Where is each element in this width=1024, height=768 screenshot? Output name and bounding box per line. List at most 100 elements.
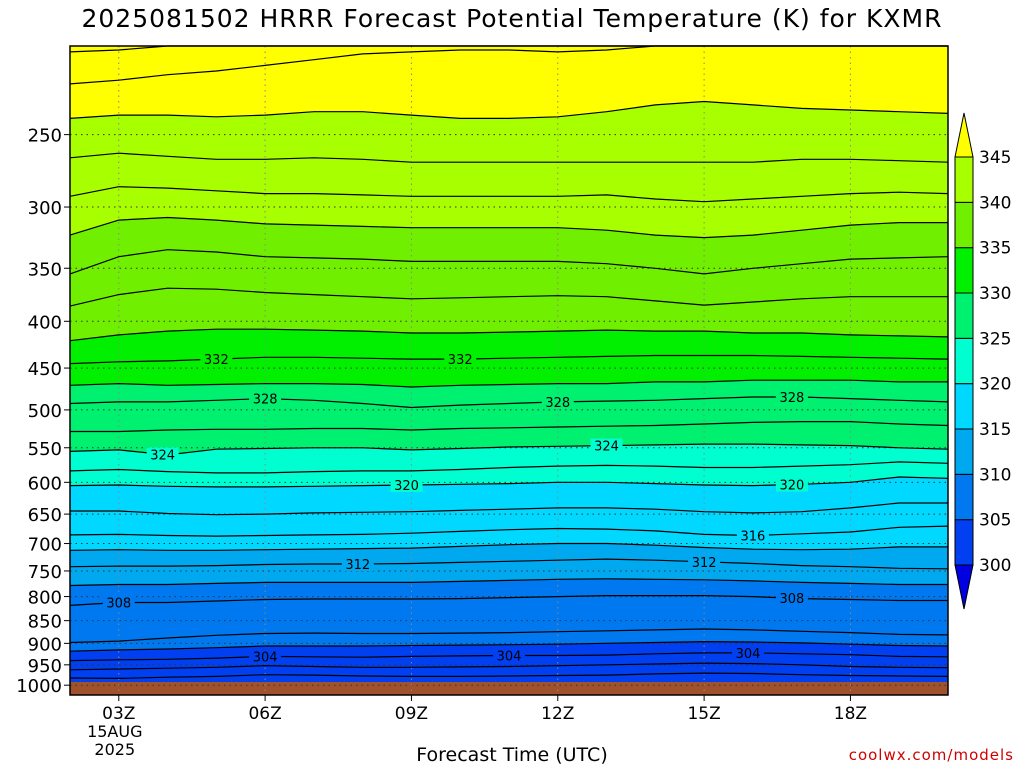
contour-label: 320 xyxy=(394,479,419,494)
x-tick-label: 12Z xyxy=(541,704,574,724)
colorbar-label: 305 xyxy=(979,511,1011,531)
colorbar-label: 310 xyxy=(979,465,1011,485)
contour-labels: 332 332 328 328 328 324 324 320 320 316 312 312 308 3… xyxy=(102,352,808,665)
contour-label-bg xyxy=(590,438,623,453)
contour-label: 328 xyxy=(253,393,278,408)
ground-strip xyxy=(70,682,948,695)
isentrope-343 xyxy=(69,152,949,163)
x-year-label: 2025 xyxy=(94,740,135,759)
contour-label-bg xyxy=(732,645,765,660)
colorbar-box xyxy=(954,383,974,430)
contour-label: 304 xyxy=(253,650,278,665)
colorbar-label: 300 xyxy=(979,556,1011,576)
isentrope-318 xyxy=(70,502,948,516)
colorbar-box xyxy=(954,337,974,385)
colorbar-box xyxy=(954,156,974,203)
y-tick-label: 350 xyxy=(28,259,62,280)
colorbar-label: 340 xyxy=(979,193,1011,213)
y-tick-label: 450 xyxy=(28,359,62,380)
contour-label: 312 xyxy=(345,558,370,573)
colorbar-label: 315 xyxy=(979,420,1011,440)
contour-label: 316 xyxy=(740,530,765,545)
heatmap-fill xyxy=(70,46,948,695)
isentrope-305 xyxy=(69,640,949,652)
plot-frame xyxy=(69,45,949,696)
contour-label: 312 xyxy=(692,556,717,571)
contour-label-bg xyxy=(541,394,574,409)
contour-label: 332 xyxy=(448,353,473,368)
isentrope-341 xyxy=(69,186,949,203)
isentrope-337 xyxy=(69,249,949,275)
colorbar-label: 345 xyxy=(979,148,1011,168)
isentrope-330 xyxy=(69,379,948,388)
isentrope-326 xyxy=(70,421,949,433)
y-tick-label: 650 xyxy=(28,505,62,526)
contour-label-bg xyxy=(200,352,233,367)
contour-label-bg xyxy=(775,477,808,492)
contour-label: 304 xyxy=(497,650,522,665)
colorbar-box xyxy=(954,201,974,249)
contour-label: 320 xyxy=(779,479,804,494)
contour-label: 304 xyxy=(736,647,761,662)
isentrope-336 xyxy=(69,287,948,307)
contour-label-bg xyxy=(688,554,721,569)
isentrope-316 xyxy=(69,525,949,537)
x-tick-label: 06Z xyxy=(248,704,281,724)
x-tick-label: 15Z xyxy=(687,704,720,724)
contour-label: 332 xyxy=(204,353,229,368)
contour-label: 308 xyxy=(106,596,131,611)
contour-label-bg xyxy=(390,478,423,493)
contour-label: 328 xyxy=(779,391,804,406)
y-tick-label: 850 xyxy=(28,612,62,633)
y-tick-label: 700 xyxy=(28,535,62,556)
ground-layer xyxy=(70,682,948,695)
x-tick-label: 09Z xyxy=(395,704,428,724)
isentrope-324 xyxy=(69,443,949,456)
contour-label: 308 xyxy=(779,592,804,607)
contour-label: 324 xyxy=(594,440,619,455)
y-tick-label: 1000 xyxy=(16,676,62,697)
isentrope-302 xyxy=(69,672,949,680)
y-tick-label: 600 xyxy=(28,473,62,494)
site-credit: coolwx.com/models xyxy=(848,746,1014,764)
contour-label: 324 xyxy=(150,448,175,463)
isentrope-345 xyxy=(69,100,949,119)
isentrope-303 xyxy=(69,662,949,671)
y-tick-label: 900 xyxy=(28,634,62,655)
isentrope-322 xyxy=(69,461,949,474)
colorbar-label: 335 xyxy=(979,239,1011,259)
isentrope-339 xyxy=(69,216,948,239)
contour-label-bg xyxy=(341,556,374,571)
y-tick-label: 950 xyxy=(28,656,62,677)
isentrope-334 xyxy=(69,328,949,342)
x-tick-label: 18Z xyxy=(834,704,867,724)
colorbar-low-arrow xyxy=(954,564,974,610)
contour-label-bg xyxy=(249,649,282,664)
colorbar-box xyxy=(954,473,974,521)
y-tick-label: 800 xyxy=(28,588,62,609)
colorbar: 300 305 310 315 320 325 330 335 340 345 xyxy=(954,112,1011,610)
contour-label-bg xyxy=(146,447,179,462)
y-tick-label: 500 xyxy=(28,401,62,422)
y-tick-label: 550 xyxy=(28,439,62,460)
y-tick-label: 750 xyxy=(28,562,62,583)
contour-label-bg xyxy=(249,391,282,406)
colorbar-label: 330 xyxy=(979,284,1011,304)
x-axis-label: Forecast Time (UTC) xyxy=(416,744,608,766)
chart-title: 2025081502 HRRR Forecast Potential Tempe… xyxy=(81,4,943,33)
contour-label-bg xyxy=(736,528,769,543)
colorbar-box xyxy=(954,292,974,339)
colorbar-high-arrow xyxy=(954,112,974,158)
y-tick-label: 300 xyxy=(28,198,62,219)
contour-label-bg xyxy=(775,389,808,404)
isentrope-306 xyxy=(69,628,949,644)
colorbar-label: 320 xyxy=(979,375,1011,395)
isentrope-314 xyxy=(69,542,948,551)
x-tick-label: 03Z xyxy=(102,704,135,724)
y-tick-label: 250 xyxy=(28,126,62,147)
isentrope-312 xyxy=(69,558,949,570)
contour-label-bg xyxy=(102,595,135,610)
colorbar-label: 325 xyxy=(979,329,1011,349)
x-date-label: 15AUG xyxy=(87,722,142,741)
